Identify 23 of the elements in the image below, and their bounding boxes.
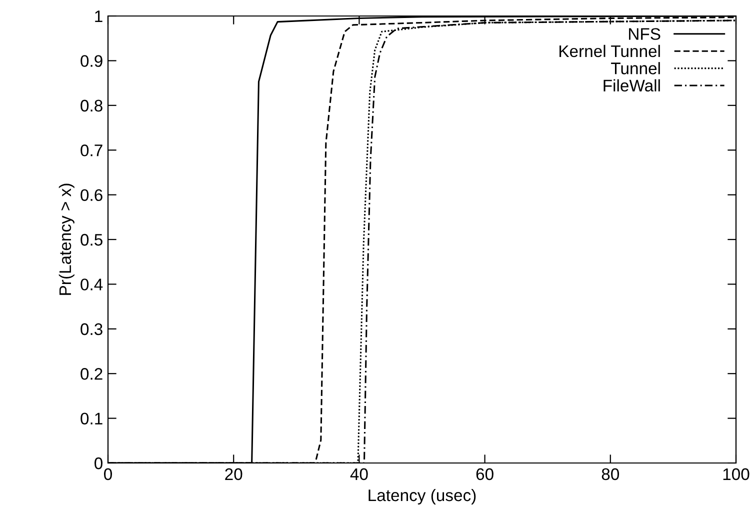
y-axis-title: Pr(Latency > x) [58, 184, 74, 295]
y-tick-label: 0.3 [80, 323, 102, 336]
y-tick-label: 0.7 [80, 144, 102, 156]
x-tick-label: 0 [104, 468, 112, 480]
y-tick-label: 0.5 [80, 234, 102, 246]
y-tick-label: 0.2 [80, 368, 102, 380]
y-tick-label: 0.8 [80, 100, 102, 112]
x-tick-label: 100 [723, 468, 750, 480]
y-tick-label: 0 [94, 457, 102, 470]
y-tick-label: 0.1 [80, 412, 102, 425]
legend-label: Kernel Tunnel [560, 44, 660, 58]
x-axis-title: Latency (usec) [368, 488, 476, 504]
x-tick-label: 60 [476, 468, 494, 480]
x-tick-label: 80 [602, 468, 620, 480]
y-tick-label: 0.4 [80, 278, 103, 290]
y-tick-label: 1 [95, 10, 102, 22]
x-tick-label: 40 [350, 468, 368, 480]
y-tick-label: 0.6 [80, 189, 102, 202]
y-tick-label: 0.9 [80, 55, 102, 67]
legend-label: FileWall [604, 79, 660, 92]
legend-label: Tunnel [611, 62, 660, 74]
x-tick-label: 20 [225, 468, 242, 480]
legend-label: NFS [629, 28, 660, 40]
